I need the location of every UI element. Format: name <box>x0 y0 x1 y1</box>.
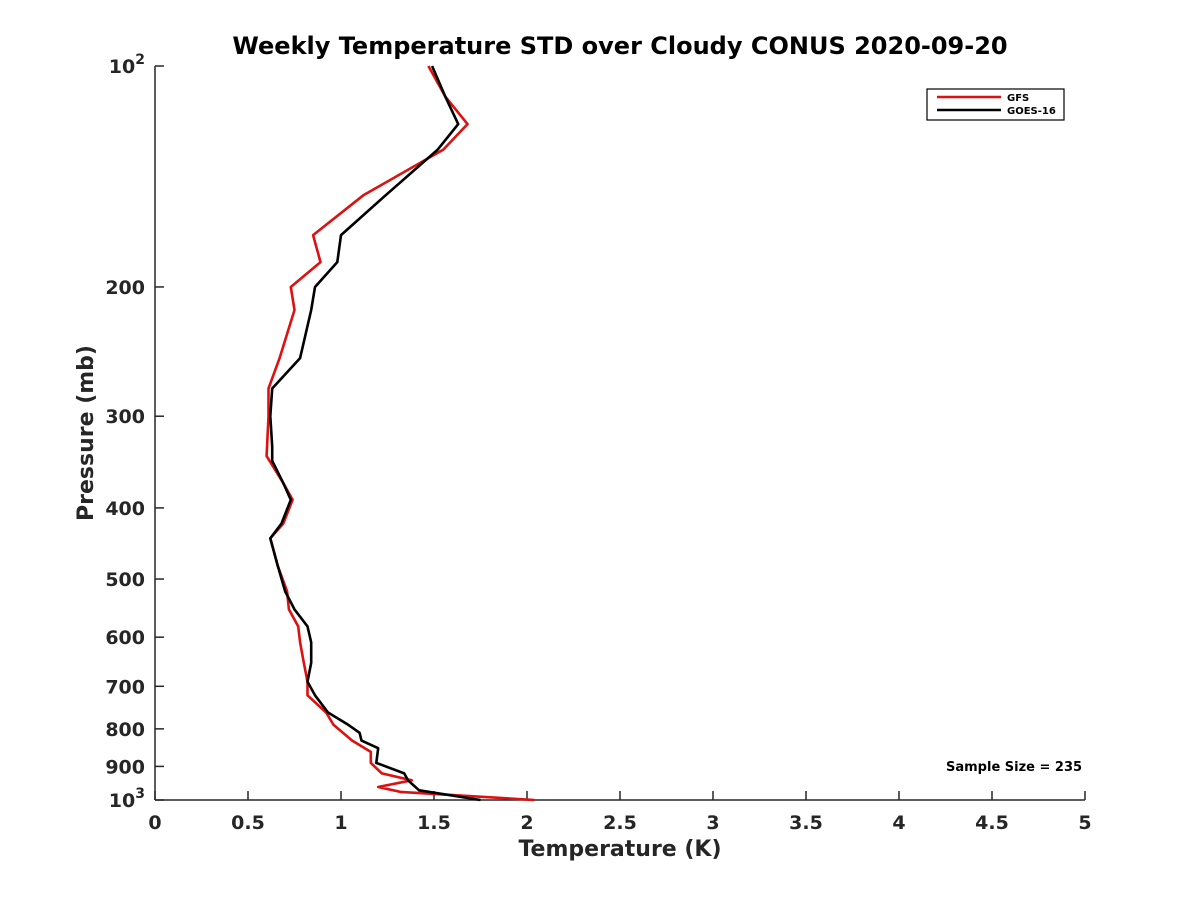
x-tick-label: 3.5 <box>789 812 823 834</box>
legend-label-gfs: GFS <box>1007 93 1029 104</box>
chart-title: Weekly Temperature STD over Cloudy CONUS… <box>232 32 1007 60</box>
y-tick-label-base: 10 <box>109 790 135 812</box>
y-tick-label: 103 <box>109 786 145 812</box>
x-tick-label: 3 <box>706 812 719 834</box>
x-tick-label: 0.5 <box>231 812 265 834</box>
y-tick-label: 900 <box>105 756 145 778</box>
series-line-goes-16 <box>268 65 481 802</box>
x-tick-label: 1.5 <box>417 812 451 834</box>
y-tick-label: 200 <box>105 277 145 299</box>
legend: GFS GOES-16 <box>926 88 1065 121</box>
series-layer <box>265 65 535 802</box>
y-tick-label-exponent: 3 <box>135 786 145 802</box>
y-tick-label-exponent: 2 <box>135 52 145 68</box>
y-tick-label-base: 10 <box>109 56 135 78</box>
y-axis-title: Pressure (mb) <box>74 345 99 521</box>
legend-label-goes-16: GOES-16 <box>1007 106 1056 117</box>
plot-area: 0 0.5 1 1.5 2 2.5 3 3.5 4 4.5 5 102200300400500600… <box>105 52 1091 834</box>
sample-size-annotation: Sample Size = 235 <box>946 760 1082 775</box>
y-tick-label: 800 <box>105 719 145 741</box>
x-ticks: 0 0.5 1 1.5 2 2.5 3 3.5 4 4.5 5 <box>148 791 1092 834</box>
legend-box <box>926 88 1065 121</box>
y-tick-label: 102 <box>109 52 145 78</box>
x-tick-label: 2.5 <box>603 812 637 834</box>
y-tick-label: 400 <box>105 498 145 520</box>
x-tick-label: 1 <box>334 812 347 834</box>
x-tick-label: 2 <box>520 812 533 834</box>
x-tick-label: 4 <box>892 812 905 834</box>
x-tick-label: 0 <box>148 812 161 834</box>
y-tick-label: 500 <box>105 569 145 591</box>
y-tick-label: 300 <box>105 406 145 428</box>
x-tick-label: 4.5 <box>975 812 1009 834</box>
y-tick-label: 700 <box>105 676 145 698</box>
y-tick-label: 600 <box>105 627 145 649</box>
x-axis-title: Temperature (K) <box>518 837 721 862</box>
x-tick-label: 5 <box>1078 812 1091 834</box>
series-line-gfs <box>265 65 535 802</box>
